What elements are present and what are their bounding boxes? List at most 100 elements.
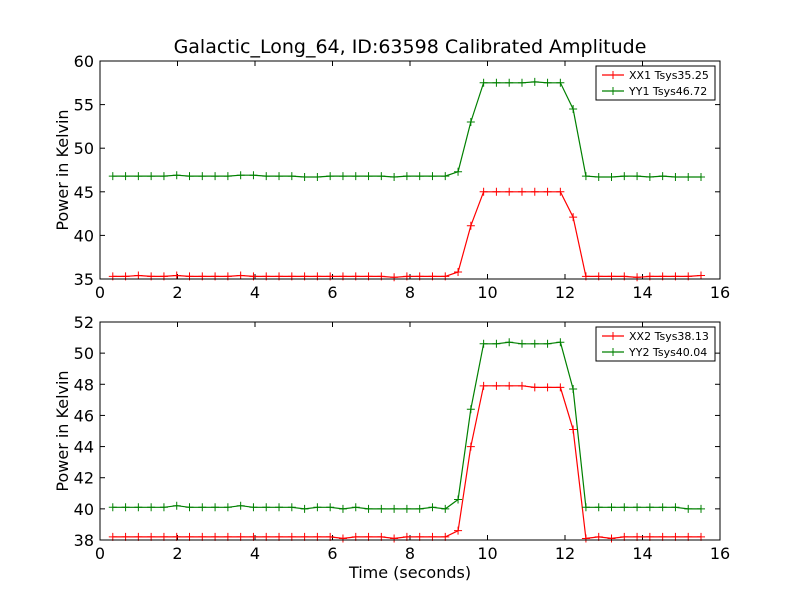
data-point <box>645 172 654 181</box>
data-point <box>607 172 616 181</box>
data-point <box>658 503 667 512</box>
data-point <box>607 503 616 512</box>
data-point <box>517 339 526 348</box>
data-point <box>530 339 539 348</box>
data-point <box>466 221 475 230</box>
data-point <box>223 172 232 181</box>
data-point <box>236 171 245 180</box>
legend-marker <box>609 348 617 356</box>
data-point <box>492 381 501 390</box>
y-tick-label: 35 <box>74 270 94 289</box>
x-tick-label: 14 <box>632 544 652 563</box>
data-point <box>517 78 526 87</box>
data-point <box>543 339 552 348</box>
x-tick-label: 4 <box>250 544 260 563</box>
x-tick-label: 12 <box>555 283 575 302</box>
data-point <box>543 383 552 392</box>
data-point <box>505 78 514 87</box>
data-point <box>581 503 590 512</box>
data-point <box>505 338 514 347</box>
x-tick-label: 10 <box>477 283 497 302</box>
y-tick-label: 52 <box>74 313 94 332</box>
legend-box <box>595 65 716 101</box>
data-point <box>530 187 539 196</box>
data-point <box>172 501 181 510</box>
data-point <box>556 187 565 196</box>
plot-frame <box>99 60 721 280</box>
data-point <box>402 504 411 513</box>
data-point <box>684 172 693 181</box>
data-point <box>466 442 475 451</box>
data-point <box>198 172 207 181</box>
y-tick-label: 42 <box>74 469 94 488</box>
data-point <box>390 504 399 513</box>
y-tick-label: 40 <box>74 226 94 245</box>
data-point <box>338 534 347 543</box>
x-tick-label: 16 <box>710 544 730 563</box>
y-tick-label: 50 <box>74 344 94 363</box>
data-point <box>517 381 526 390</box>
data-point <box>134 271 143 280</box>
data-point <box>569 384 578 393</box>
data-point <box>108 172 117 181</box>
subplot-1: 0 2 4 6 8 10 12 14 16 35 40 45 50 55 60 Power in Kelvin… <box>53 52 730 302</box>
data-point <box>697 504 706 513</box>
x-tick-label: 14 <box>632 283 652 302</box>
data-point <box>338 504 347 513</box>
data-point <box>108 503 117 512</box>
data-point <box>249 503 258 512</box>
y-tick-label: 50 <box>74 139 94 158</box>
data-point <box>556 78 565 87</box>
data-point <box>684 504 693 513</box>
data-point <box>454 268 463 277</box>
data-point <box>185 172 194 181</box>
data-point <box>569 213 578 222</box>
legend-box <box>595 326 716 362</box>
x-tick-label: 12 <box>555 544 575 563</box>
data-point <box>466 405 475 414</box>
data-point <box>697 172 706 181</box>
data-point <box>415 172 424 181</box>
x-tick-label: 6 <box>327 544 337 563</box>
data-point <box>633 172 642 181</box>
data-point <box>671 503 680 512</box>
data-point <box>172 271 181 280</box>
x-tick-label: 10 <box>477 544 497 563</box>
x-tick-label: 4 <box>250 283 260 302</box>
data-point <box>543 187 552 196</box>
data-point <box>275 172 284 181</box>
data-point <box>543 78 552 87</box>
data-point <box>530 77 539 86</box>
data-point <box>454 526 463 535</box>
legend-entry: XX1 Tsys35.25 <box>629 69 709 82</box>
data-point <box>159 172 168 181</box>
data-point <box>492 187 501 196</box>
plot-frame <box>99 321 721 541</box>
legend-marker <box>609 87 617 95</box>
data-point <box>556 383 565 392</box>
data-point <box>441 172 450 181</box>
legend: XX1 Tsys35.25 YY1 Tsys46.72 <box>595 65 716 101</box>
data-point <box>211 172 220 181</box>
data-point <box>415 504 424 513</box>
data-point <box>300 504 309 513</box>
y-tick-label: 40 <box>74 500 94 519</box>
y-tick-label: 55 <box>74 96 94 115</box>
x-tick-label: 2 <box>172 283 182 302</box>
data-point <box>479 381 488 390</box>
y-tick-label: 44 <box>74 438 94 457</box>
data-point <box>326 503 335 512</box>
data-point <box>466 118 475 127</box>
data-point <box>428 503 437 512</box>
data-point <box>390 534 399 543</box>
y-tick-label: 48 <box>74 375 94 394</box>
data-point <box>479 187 488 196</box>
x-tick-label: 0 <box>95 283 105 302</box>
data-point <box>581 534 590 543</box>
data-point <box>377 172 386 181</box>
x-tick-label: 8 <box>405 283 415 302</box>
